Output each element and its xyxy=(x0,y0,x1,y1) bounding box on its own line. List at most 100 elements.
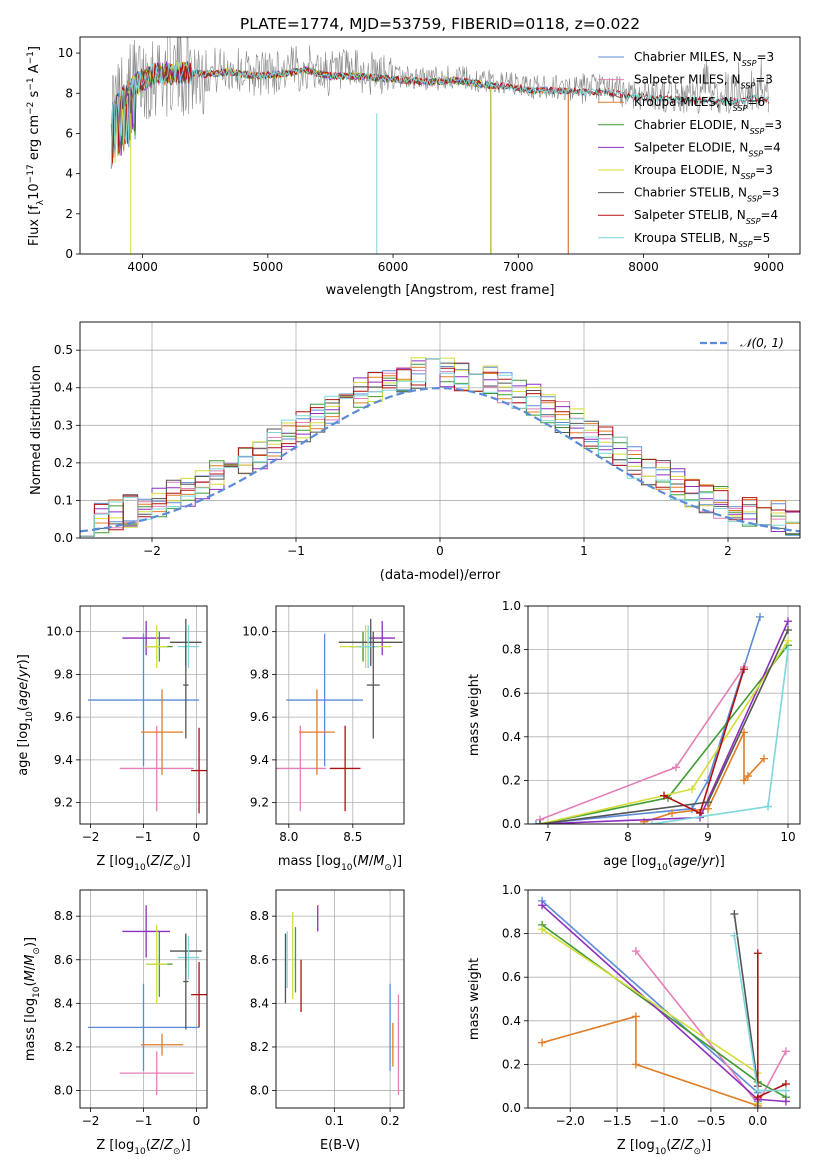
errorbar-point xyxy=(122,620,170,656)
legend-label: Chabrier MILES, NSSP=3 xyxy=(634,50,774,68)
x-tick-label: 8 xyxy=(624,830,632,844)
legend-label: Kroupa MILES, NSSP=6 xyxy=(634,95,765,113)
legend-label: Chabrier ELODIE, NSSP=3 xyxy=(634,118,782,136)
errorbar-point xyxy=(177,625,200,668)
y-tick-label: 6 xyxy=(65,126,73,140)
spectrum-panel: 4000 5000 6000 7000 8000 9000 0 2 4 6 8 10 wavelengt… xyxy=(26,36,801,298)
x-tick-label: 8000 xyxy=(628,260,659,274)
errorbar-point xyxy=(183,933,189,1030)
weight-marker xyxy=(784,636,792,645)
x-tick-label: 2 xyxy=(724,544,732,558)
y-tick-label: 0.2 xyxy=(502,773,521,787)
y-tick-label: 0.3 xyxy=(54,418,73,432)
y-tick-label: 0.1 xyxy=(54,493,73,507)
errorbar-point xyxy=(87,633,200,767)
y-tick-label: 0.5 xyxy=(54,343,73,357)
y-axis-label: mass [log10(M/M⊙)] xyxy=(23,937,42,1061)
mass-weight-vs-metallicity-panel: −2.0 −1.5 −1.0 −0.5 0.0 0.0 0.2 0.4 0.6 0.8 1.0 Z [… xyxy=(467,883,801,1157)
y-tick-label: 1.0 xyxy=(502,599,521,613)
weight-marker xyxy=(538,1038,547,1047)
errorbar-point xyxy=(183,631,189,739)
x-tick-label: −2 xyxy=(82,1114,100,1128)
y-tick-label: 0.8 xyxy=(502,927,521,941)
y-tick-label: 4 xyxy=(65,167,73,181)
x-tick-label: 10 xyxy=(780,830,795,844)
weight-marker xyxy=(740,665,748,674)
weight-marker xyxy=(688,785,696,794)
errorbar-point xyxy=(191,727,207,814)
y-tick-label: 0.4 xyxy=(502,1014,521,1028)
mass-vs-extinction-panel: 0.1 0.2 8.0 8.2 8.4 8.6 8.8 E(B-V) xyxy=(250,889,405,1153)
x-tick-label: 8.5 xyxy=(343,830,362,844)
y-tick-label: 8.2 xyxy=(250,1040,269,1054)
x-tick-label: −2 xyxy=(82,830,100,844)
weight-series xyxy=(663,668,745,815)
residuals-panel: −2 −1 0 1 2 0.0 0.1 0.2 0.3 0.4 0.5 (data-model)/er… xyxy=(29,321,801,583)
weight-marker xyxy=(753,949,762,958)
y-tick-label: 9.8 xyxy=(54,667,73,681)
y-tick-label: 2 xyxy=(65,207,73,221)
model-spectrum xyxy=(110,61,770,169)
y-tick-label: 0.0 xyxy=(54,531,73,545)
x-axis-label: Z [log10(Z/Z⊙)] xyxy=(617,1138,711,1157)
mass-weight-vs-age-panel: 7 8 9 10 0.0 0.2 0.4 0.6 0.8 1.0 age [log10(age/yr… xyxy=(467,599,801,873)
x-tick-label: −1 xyxy=(287,544,305,558)
x-tick-label: −1.0 xyxy=(649,1114,678,1128)
errorbar-point xyxy=(357,625,379,668)
y-tick-label: 8.6 xyxy=(250,953,269,967)
y-tick-label: 10.0 xyxy=(242,625,269,639)
weight-marker xyxy=(631,947,640,956)
y-tick-label: 0.6 xyxy=(502,970,521,984)
weight-marker xyxy=(781,1097,790,1106)
errorbar-point xyxy=(329,725,361,812)
weight-marker xyxy=(781,1086,790,1095)
x-tick-label: 5000 xyxy=(253,260,284,274)
x-tick-label: 0.0 xyxy=(748,1114,767,1128)
spectrum-lines xyxy=(110,37,770,254)
weight-marker xyxy=(536,820,544,824)
error-bars xyxy=(87,905,207,1095)
x-tick-label: 0 xyxy=(436,544,444,558)
y-tick-label: 1.0 xyxy=(502,883,521,897)
weight-marker xyxy=(740,728,748,737)
errorbar-point xyxy=(140,1033,184,1056)
weight-series xyxy=(541,1015,759,1107)
x-tick-label: −0.5 xyxy=(696,1114,725,1128)
weight-lines xyxy=(538,896,790,1108)
errorbar-point xyxy=(122,905,170,958)
normal-reference-curve xyxy=(80,386,800,533)
x-tick-label: 0.2 xyxy=(381,1114,400,1128)
axes-frame xyxy=(79,36,801,255)
y-tick-label: 10 xyxy=(58,46,73,60)
y-tick-label: 8.6 xyxy=(54,953,73,967)
x-axis-label: age [log10(age/yr)] xyxy=(603,854,725,873)
errorbar-point xyxy=(119,1051,194,1095)
weight-marker xyxy=(631,1060,640,1069)
x-tick-label: −1.5 xyxy=(603,1114,632,1128)
mass-vs-metallicity-panel: −2 −1 0 8.0 8.2 8.4 8.6 8.8 Z [log10(Z/Z⊙)] mass … xyxy=(23,889,208,1157)
weight-marker xyxy=(696,809,704,818)
y-axis-label: Normed distribution xyxy=(29,365,44,495)
x-tick-label: 7000 xyxy=(503,260,534,274)
weight-marker xyxy=(668,809,676,818)
y-tick-label: 9.2 xyxy=(250,796,269,810)
y-tick-label: 0.4 xyxy=(54,381,73,395)
weight-series xyxy=(535,616,761,824)
legend-label: 𝒩(0, 1) xyxy=(740,336,784,350)
weight-marker xyxy=(744,772,752,781)
x-tick-label: 7 xyxy=(544,830,552,844)
axes-frame xyxy=(527,889,801,1109)
y-tick-label: 0.2 xyxy=(54,456,73,470)
errorbar-point xyxy=(146,625,168,668)
y-axis-label: age [log10(age/yr)] xyxy=(16,654,35,776)
weight-series xyxy=(541,928,759,1104)
y-tick-label: 8 xyxy=(65,86,73,100)
y-tick-label: 10.0 xyxy=(46,625,73,639)
x-tick-label: 0 xyxy=(193,1114,201,1128)
axes-frame xyxy=(275,605,405,825)
age-vs-metallicity-panel: −2 −1 0 9.2 9.4 9.6 9.8 10.0 Z [log10(Z/Z⊙)] age … xyxy=(16,605,208,873)
y-axis-label: mass weight xyxy=(467,674,482,756)
x-tick-label: 9000 xyxy=(753,260,784,274)
weight-marker xyxy=(730,909,739,918)
